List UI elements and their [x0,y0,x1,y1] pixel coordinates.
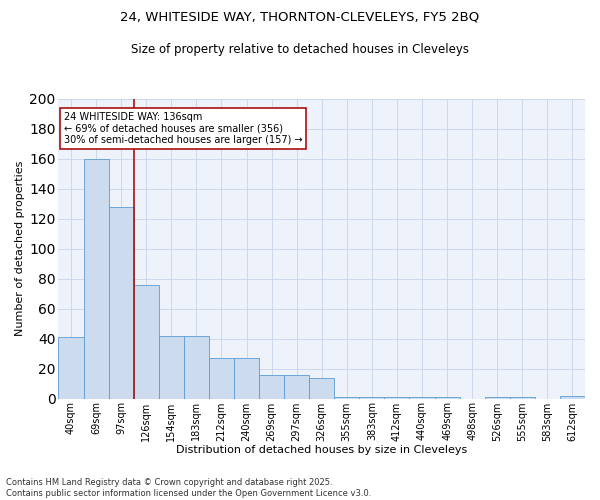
Bar [109,206,134,398]
Text: 24 WHITESIDE WAY: 136sqm
← 69% of detached houses are smaller (356)
30% of semi-: 24 WHITESIDE WAY: 136sqm ← 69% of detach… [64,112,302,145]
Bar [234,358,259,399]
Bar [259,374,284,398]
X-axis label: Distribution of detached houses by size in Cleveleys: Distribution of detached houses by size … [176,445,467,455]
Bar [184,336,209,398]
Bar [359,397,385,398]
Bar [560,396,585,398]
Bar [83,158,109,398]
Y-axis label: Number of detached properties: Number of detached properties [15,161,25,336]
Bar [309,378,334,398]
Bar [58,337,83,398]
Bar [334,397,359,398]
Bar [409,397,434,398]
Text: Contains HM Land Registry data © Crown copyright and database right 2025.
Contai: Contains HM Land Registry data © Crown c… [6,478,371,498]
Bar [434,397,460,398]
Bar [385,397,409,398]
Bar [159,336,184,398]
Text: 24, WHITESIDE WAY, THORNTON-CLEVELEYS, FY5 2BQ: 24, WHITESIDE WAY, THORNTON-CLEVELEYS, F… [121,10,479,23]
Bar [209,358,234,399]
Bar [510,397,535,398]
Text: Size of property relative to detached houses in Cleveleys: Size of property relative to detached ho… [131,42,469,56]
Bar [134,284,159,399]
Bar [485,397,510,398]
Bar [284,374,309,398]
